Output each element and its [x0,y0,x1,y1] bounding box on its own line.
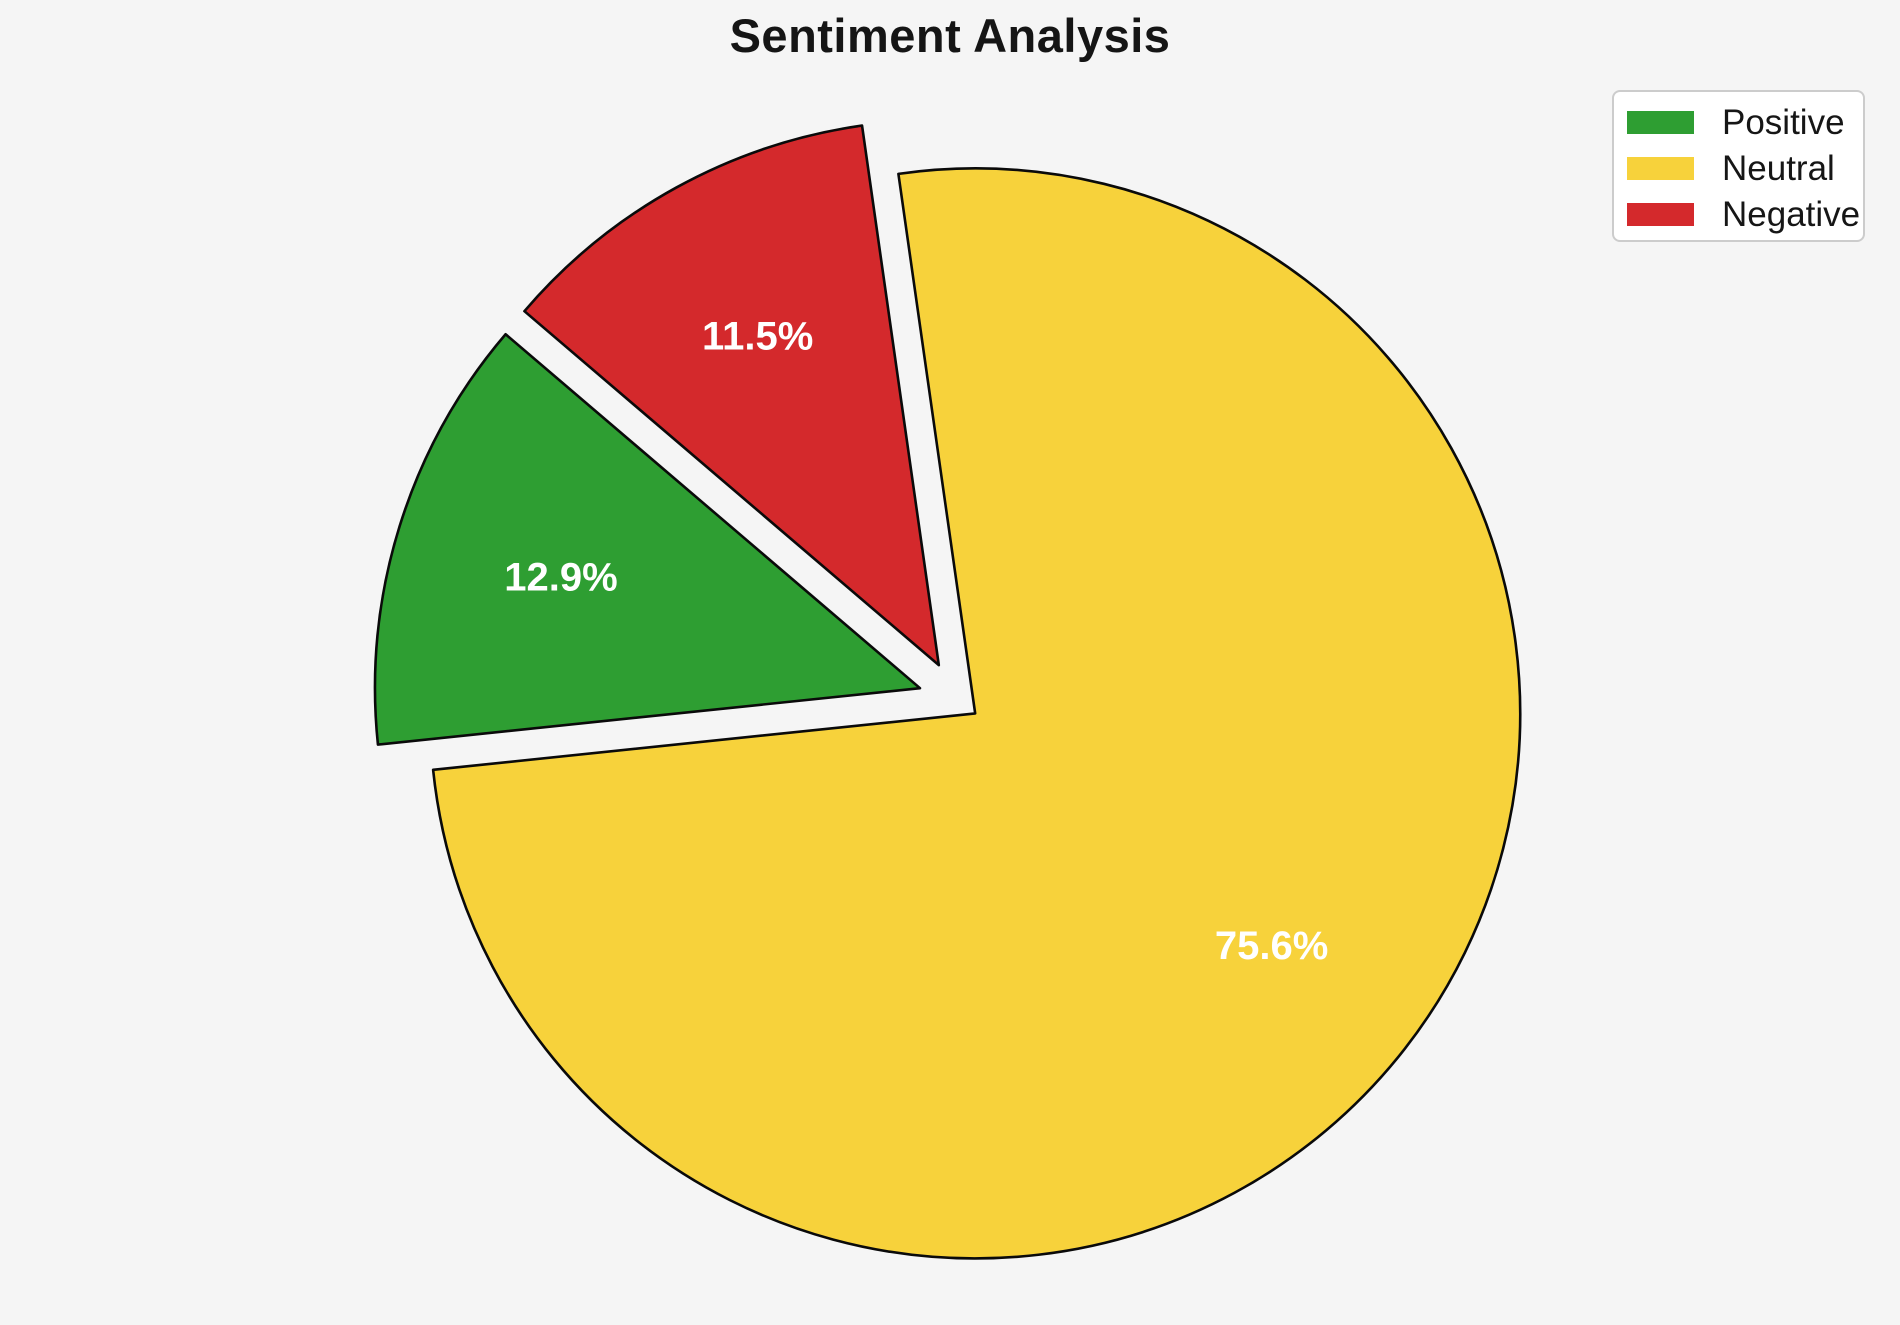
pct-label-negative: 11.5% [702,315,813,359]
chart-title: Sentiment Analysis [729,9,1171,62]
pie-slice-negative [523,124,941,667]
legend-label-positive: Positive [1722,102,1845,142]
legend-label-negative: Negative [1722,194,1861,234]
legend-swatch-negative-icon [1627,202,1694,226]
pct-label-positive: 12.9% [504,555,617,599]
pie-slice-positive [373,332,922,746]
legend-box: Positive Neutral Negative [1612,90,1865,242]
legend-swatch-neutral-icon [1627,156,1694,180]
legend-label-neutral: Neutral [1722,148,1835,188]
pie-slice-neutral [431,167,1522,1260]
legend-item-neutral: Neutral [1627,145,1863,191]
legend-item-positive: Positive [1627,99,1863,145]
legend-swatch-positive-icon [1627,110,1694,134]
legend-item-negative: Negative [1627,191,1863,237]
pct-label-neutral: 75.6% [1215,924,1328,968]
